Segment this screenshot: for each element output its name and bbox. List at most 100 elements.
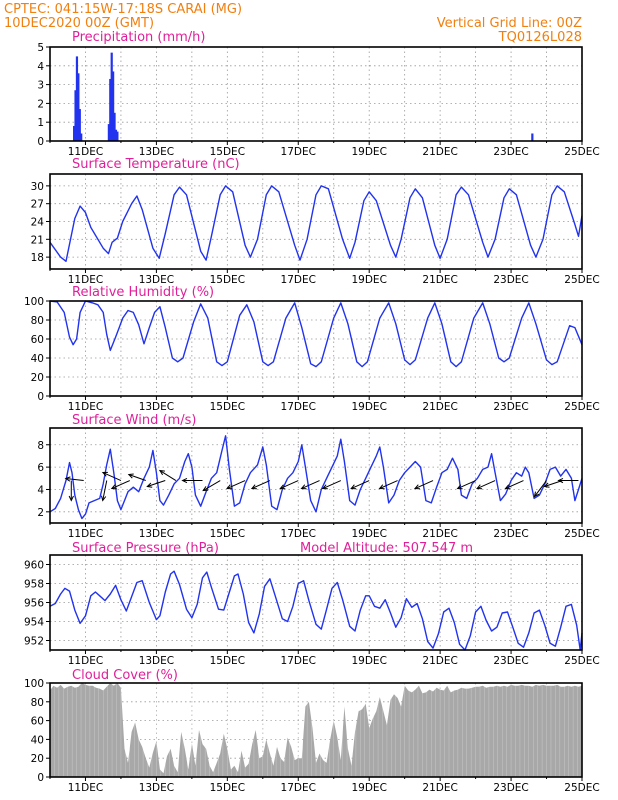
y-tick-label: 956: [24, 598, 44, 610]
y-tick-label: 20: [31, 753, 44, 765]
x-tick-label: 15DEC: [210, 655, 245, 667]
y-tick-label: 0: [37, 772, 44, 784]
wind-vector-shaft: [102, 472, 122, 481]
y-tick-label: 80: [31, 697, 44, 709]
y-tick-label: 4: [37, 484, 44, 496]
y-tick-label: 24: [31, 217, 45, 229]
x-tick-label: 11DEC: [68, 655, 103, 667]
x-tick-label: 15DEC: [210, 401, 245, 413]
x-tick-label: 11DEC: [68, 528, 103, 540]
x-tick-label: 25DEC: [564, 401, 599, 413]
precip-bar: [73, 125, 76, 141]
temperature-panel: Surface Temperature (nC) 18 21 24 27 30 11DEC…: [31, 157, 600, 286]
header-run-date: 10DEC2020 00Z (GMT): [4, 16, 154, 31]
series-line: [49, 300, 583, 368]
y-tick-label: 954: [24, 617, 44, 629]
wind-vector-shaft: [128, 474, 146, 482]
cloud-cover-title: Cloud Cover (%): [72, 668, 178, 683]
y-tick-label: 40: [31, 353, 44, 365]
precip-bar: [107, 124, 110, 141]
wind-vector-head: [127, 473, 134, 479]
x-tick-label: 13DEC: [139, 655, 174, 667]
humidity-panel: Relative Humidity (%) 0 20 40 60 80 100 11DEC 1…: [24, 285, 600, 413]
x-tick-label: 11DEC: [68, 274, 103, 286]
x-tick-label: 23DEC: [493, 401, 528, 413]
x-tick-label: 25DEC: [564, 655, 599, 667]
x-tick-label: 13DEC: [139, 401, 174, 413]
y-tick-label: 6: [37, 462, 44, 474]
precip-bar: [109, 78, 112, 141]
wind-vector-head: [146, 482, 153, 488]
x-tick-label: 25DEC: [564, 528, 599, 540]
temperature-plot: 18 21 24 27 30 11DEC 13DEC 15DEC 17DEC 19DEC 21DEC…: [31, 173, 600, 286]
wind-vector-shaft: [159, 470, 177, 481]
x-tick-label: 25DEC: [564, 274, 599, 286]
y-tick-label: 2: [37, 98, 44, 110]
y-tick-label: 27: [31, 199, 44, 211]
precipitation-panel: Precipitation (mm/h) 0 1 2 3 4 5 11DEC 13DEC 15D…: [37, 30, 599, 158]
pressure-plot: 952 954 956 958 960 11DEC 13DEC 15DEC 17DEC 19DEC…: [24, 554, 600, 667]
panel-frame: [49, 300, 583, 397]
wind-vector-head: [181, 477, 188, 484]
x-tick-label: 23DEC: [493, 146, 528, 158]
x-tick-label: 19DEC: [351, 274, 386, 286]
header-model-id: TQ0126L028: [498, 30, 582, 45]
y-tick-label: 8: [37, 440, 44, 452]
x-tick-label: 13DEC: [139, 782, 174, 794]
wind-vector-head: [202, 486, 209, 492]
precipitation-title: Precipitation (mm/h): [72, 30, 205, 45]
x-tick-label: 15DEC: [210, 146, 245, 158]
cloud-cover-panel: Cloud Cover (%) 0 20 40 60 80 100 11DEC 13DEC 15…: [24, 668, 600, 794]
x-tick-label: 17DEC: [281, 401, 316, 413]
wind-vector-head: [378, 484, 385, 490]
wind-vector-shaft: [202, 480, 221, 491]
wind-vector-shaft: [251, 480, 271, 489]
precip-bar: [74, 90, 77, 141]
wind-vector-head: [350, 484, 357, 490]
x-tick-label: 21DEC: [422, 782, 457, 794]
precip-bar: [112, 71, 115, 141]
wind-vector-head: [300, 484, 307, 490]
x-tick-label: 23DEC: [493, 782, 528, 794]
y-tick-label: 0: [37, 391, 44, 403]
wind-title: Surface Wind (m/s): [72, 413, 196, 428]
x-tick-label: 23DEC: [493, 655, 528, 667]
x-tick-label: 21DEC: [422, 401, 457, 413]
wind-vector-head: [476, 484, 483, 490]
wind-vector-head: [250, 484, 257, 490]
y-tick-label: 100: [24, 296, 44, 308]
y-tick-label: 21: [31, 234, 44, 246]
wind-plot: 2 4 6 8 11DEC 13DEC 15DEC 17DEC 19DEC 21DEC 23DEC 2…: [37, 427, 600, 540]
x-tick-label: 13DEC: [139, 146, 174, 158]
wind-vector-shaft: [226, 480, 246, 489]
y-tick-label: 1: [37, 117, 44, 129]
wind-vector-head: [543, 482, 550, 488]
y-tick-label: 0: [37, 136, 44, 148]
wind-vector-head: [413, 484, 421, 490]
wind-vector-head: [158, 469, 165, 476]
y-tick-label: 5: [37, 42, 44, 54]
y-tick-label: 20: [31, 372, 44, 384]
wind-vector-shaft: [280, 480, 299, 489]
precip-bar: [80, 133, 83, 141]
series-line: [49, 435, 583, 520]
wind-vector-shaft: [111, 480, 131, 489]
wind-vector-head: [456, 484, 463, 490]
precip-bar: [531, 133, 534, 141]
x-tick-label: 17DEC: [281, 528, 316, 540]
precip-bar: [114, 129, 118, 141]
x-tick-label: 11DEC: [68, 401, 103, 413]
wind-vector-shaft: [534, 480, 547, 497]
wind-vector-shaft: [379, 480, 398, 489]
x-tick-label: 11DEC: [68, 146, 103, 158]
panel-frame: [49, 46, 583, 142]
y-tick-label: 2: [37, 507, 44, 519]
y-tick-label: 100: [24, 678, 44, 690]
precip-bar: [75, 56, 79, 141]
wind-vector-head: [110, 484, 117, 490]
x-tick-label: 21DEC: [422, 528, 457, 540]
model-altitude-label: Model Altitude: 507.547 m: [300, 541, 473, 556]
x-tick-label: 25DEC: [564, 146, 599, 158]
wind-vector-head: [226, 484, 233, 490]
wind-vector-head: [504, 484, 511, 490]
